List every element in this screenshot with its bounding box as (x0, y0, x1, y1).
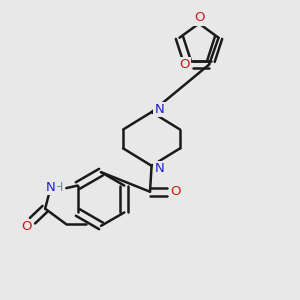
Text: O: O (21, 220, 32, 233)
Text: O: O (170, 185, 181, 198)
Text: O: O (179, 58, 190, 71)
Text: N: N (154, 162, 164, 175)
Text: N: N (46, 181, 56, 194)
Text: O: O (194, 11, 204, 24)
Text: N: N (154, 103, 164, 116)
Text: H: H (54, 181, 63, 194)
